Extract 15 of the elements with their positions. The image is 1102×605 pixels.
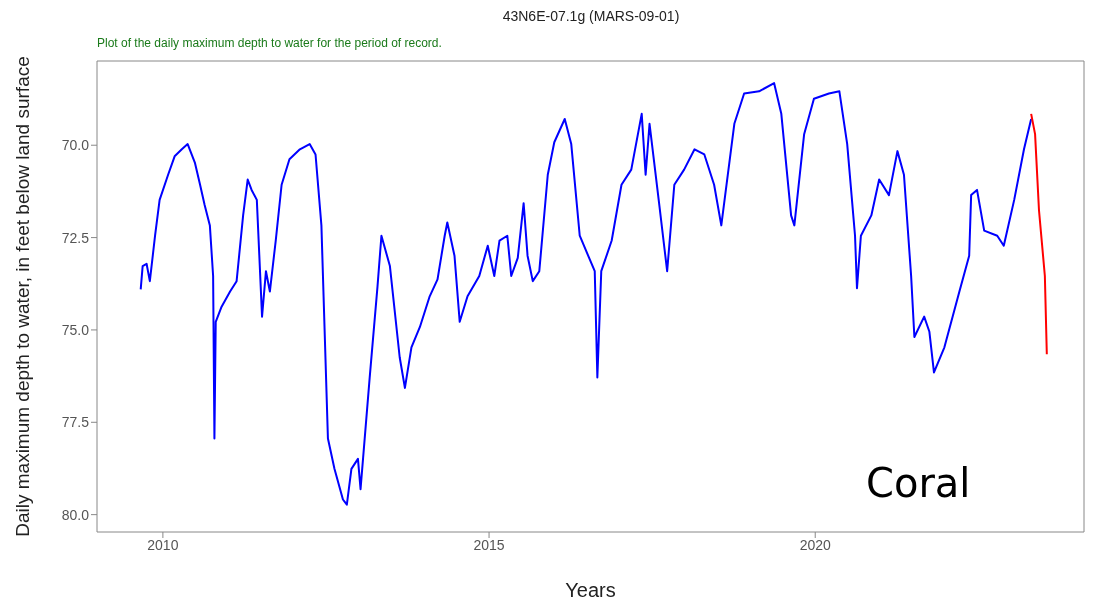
annotation: Coral	[866, 460, 971, 506]
y-tick-label: 72.5	[61, 229, 90, 246]
line-series	[1030, 112, 1048, 356]
line-series	[139, 82, 1033, 506]
y-tick-label: 70.0	[61, 137, 90, 154]
x-tick-label: 2015	[473, 536, 505, 553]
chart-subtitle: Plot of the daily maximum depth to water for the period of record.	[97, 36, 442, 50]
y-tick-label: 80.0	[61, 506, 90, 523]
x-axis-title: Years	[565, 579, 616, 601]
y-tick-label: 77.5	[61, 414, 90, 431]
x-tick-label: 2020	[799, 536, 832, 553]
y-axis-title: Daily maximum depth to water, in feet below land surface	[11, 56, 33, 537]
x-tick-label: 2010	[147, 536, 179, 553]
y-tick-label: 75.0	[61, 321, 90, 338]
chart-title: 43N6E-07.1g (MARS-09-01)	[501, 8, 681, 24]
